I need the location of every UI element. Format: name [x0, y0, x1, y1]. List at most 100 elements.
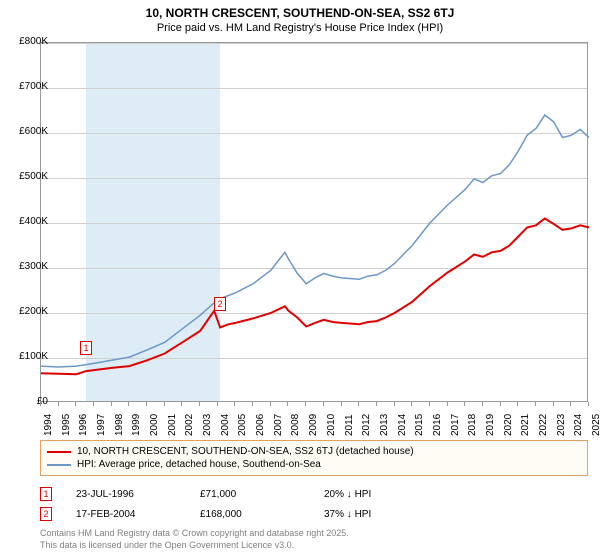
- x-axis-label: 2020: [503, 414, 514, 436]
- x-axis-label: 2018: [467, 414, 478, 436]
- x-axis-label: 1996: [78, 414, 89, 436]
- legend-swatch: [47, 464, 71, 466]
- transaction-row: 2 17-FEB-2004 £168,000 37% ↓ HPI: [40, 504, 588, 524]
- x-tick: [376, 402, 377, 406]
- x-axis-label: 1998: [114, 414, 125, 436]
- x-axis-label: 2008: [290, 414, 301, 436]
- x-axis-label: 2007: [273, 414, 284, 436]
- x-tick: [464, 402, 465, 406]
- x-tick: [411, 402, 412, 406]
- x-tick: [217, 402, 218, 406]
- y-axis-label: £0: [8, 396, 48, 407]
- x-axis-label: 2017: [450, 414, 461, 436]
- footer-line-2: This data is licensed under the Open Gov…: [40, 540, 588, 552]
- chart-plot-area: 12: [40, 42, 588, 402]
- transaction-date: 23-JUL-1996: [76, 489, 176, 500]
- x-axis-label: 2015: [414, 414, 425, 436]
- x-tick: [181, 402, 182, 406]
- x-tick: [111, 402, 112, 406]
- x-axis-label: 1999: [131, 414, 142, 436]
- legend-swatch: [47, 451, 71, 453]
- y-axis-label: £500K: [8, 171, 48, 182]
- chart-svg: [41, 43, 587, 401]
- x-tick: [252, 402, 253, 406]
- x-tick: [93, 402, 94, 406]
- transaction-row: 1 23-JUL-1996 £71,000 20% ↓ HPI: [40, 484, 588, 504]
- x-tick: [40, 402, 41, 406]
- legend-label: HPI: Average price, detached house, Sout…: [77, 459, 321, 470]
- x-axis-label: 2025: [591, 414, 600, 436]
- x-tick: [447, 402, 448, 406]
- x-tick: [570, 402, 571, 406]
- transaction-date: 17-FEB-2004: [76, 509, 176, 520]
- x-tick: [58, 402, 59, 406]
- x-tick: [588, 402, 589, 406]
- x-axis-label: 2019: [485, 414, 496, 436]
- y-axis-label: £600K: [8, 126, 48, 137]
- legend-item: 10, NORTH CRESCENT, SOUTHEND-ON-SEA, SS2…: [47, 445, 581, 458]
- x-axis-label: 2004: [220, 414, 231, 436]
- transaction-marker: 1: [40, 487, 52, 501]
- legend-item: HPI: Average price, detached house, Sout…: [47, 458, 581, 471]
- y-axis-label: £800K: [8, 36, 48, 47]
- footer-line-1: Contains HM Land Registry data © Crown c…: [40, 528, 588, 540]
- x-axis-label: 2021: [520, 414, 531, 436]
- x-axis-label: 2012: [361, 414, 372, 436]
- chart-container: 10, NORTH CRESCENT, SOUTHEND-ON-SEA, SS2…: [0, 0, 600, 560]
- x-axis-label: 2003: [202, 414, 213, 436]
- chart-marker-2: 2: [214, 297, 226, 311]
- x-tick: [128, 402, 129, 406]
- x-tick: [305, 402, 306, 406]
- x-axis-label: 2000: [149, 414, 160, 436]
- legend: 10, NORTH CRESCENT, SOUTHEND-ON-SEA, SS2…: [40, 440, 588, 476]
- footer-attribution: Contains HM Land Registry data © Crown c…: [40, 528, 588, 551]
- x-tick: [146, 402, 147, 406]
- x-axis-label: 1994: [43, 414, 54, 436]
- x-axis-label: 2009: [308, 414, 319, 436]
- transaction-delta: 20% ↓ HPI: [324, 489, 424, 500]
- x-axis-label: 2014: [397, 414, 408, 436]
- x-tick: [535, 402, 536, 406]
- x-axis-label: 1997: [96, 414, 107, 436]
- y-axis-label: £100K: [8, 351, 48, 362]
- transaction-price: £71,000: [200, 489, 300, 500]
- chart-title: 10, NORTH CRESCENT, SOUTHEND-ON-SEA, SS2…: [0, 0, 600, 20]
- y-axis-label: £400K: [8, 216, 48, 227]
- y-axis-label: £700K: [8, 81, 48, 92]
- x-tick: [234, 402, 235, 406]
- series-hpi: [41, 115, 589, 367]
- x-tick: [75, 402, 76, 406]
- x-axis-label: 2011: [344, 414, 355, 436]
- transaction-delta: 37% ↓ HPI: [324, 509, 424, 520]
- x-axis-label: 2002: [184, 414, 195, 436]
- x-axis-label: 2001: [167, 414, 178, 436]
- x-tick: [517, 402, 518, 406]
- x-axis-label: 2023: [556, 414, 567, 436]
- transaction-price: £168,000: [200, 509, 300, 520]
- x-tick: [394, 402, 395, 406]
- x-axis-label: 2006: [255, 414, 266, 436]
- x-tick: [553, 402, 554, 406]
- y-axis-label: £300K: [8, 261, 48, 272]
- x-axis-label: 2024: [573, 414, 584, 436]
- transaction-marker: 2: [40, 507, 52, 521]
- chart-subtitle: Price paid vs. HM Land Registry's House …: [0, 20, 600, 34]
- legend-label: 10, NORTH CRESCENT, SOUTHEND-ON-SEA, SS2…: [77, 446, 414, 457]
- x-axis-label: 2010: [326, 414, 337, 436]
- y-axis-label: £200K: [8, 306, 48, 317]
- x-tick: [482, 402, 483, 406]
- x-axis-label: 2016: [432, 414, 443, 436]
- x-tick: [358, 402, 359, 406]
- x-tick: [323, 402, 324, 406]
- chart-marker-1: 1: [80, 341, 92, 355]
- x-axis-label: 2013: [379, 414, 390, 436]
- x-tick: [341, 402, 342, 406]
- transaction-table: 1 23-JUL-1996 £71,000 20% ↓ HPI 2 17-FEB-2004…: [40, 484, 588, 524]
- x-axis-label: 2022: [538, 414, 549, 436]
- x-tick: [500, 402, 501, 406]
- x-axis-label: 1995: [61, 414, 72, 436]
- x-axis-label: 2005: [237, 414, 248, 436]
- x-tick: [270, 402, 271, 406]
- x-tick: [164, 402, 165, 406]
- x-tick: [199, 402, 200, 406]
